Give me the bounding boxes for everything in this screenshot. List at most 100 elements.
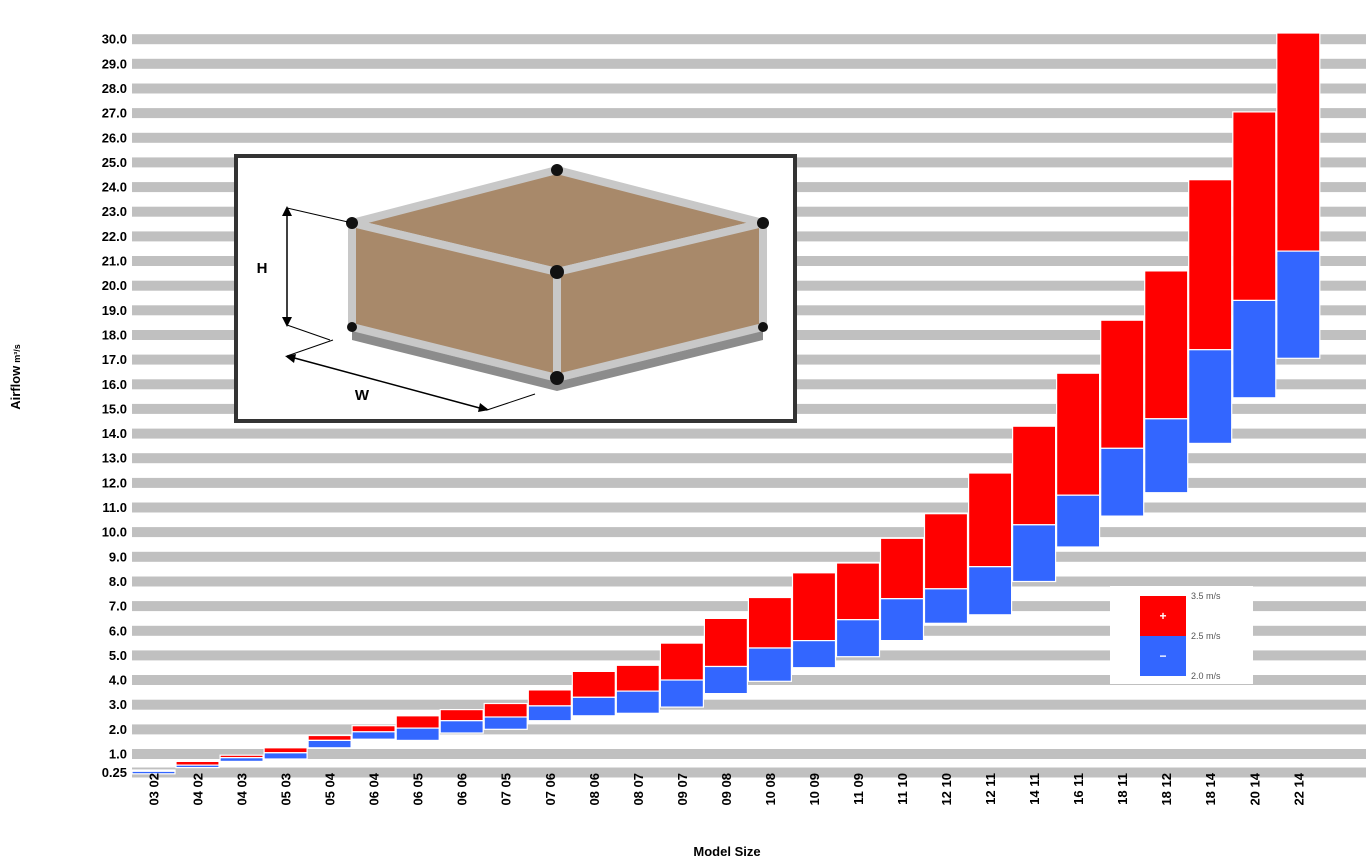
x-tick-label: 10 08: [763, 773, 778, 806]
grid-band: [132, 428, 1366, 439]
legend-swatch-lower: [1140, 636, 1186, 676]
y-tick-label: 21.0: [102, 254, 127, 269]
bar-upper-segment: [307, 734, 352, 742]
x-tick-label: 06 06: [455, 773, 470, 806]
bar-lower-segment: [483, 716, 528, 730]
bar-upper-segment: [747, 596, 793, 649]
grid-band: [132, 749, 1366, 759]
y-tick-label: 30.0: [102, 32, 127, 47]
corner-cap: [757, 217, 769, 229]
y-tick-label: 3.0: [109, 697, 127, 712]
grid-band: [132, 34, 1366, 45]
bar-upper-segment: [923, 513, 969, 590]
legend-label-bottom: 2.0 m/s: [1191, 671, 1221, 681]
legend-plus-symbol: +: [1159, 609, 1166, 623]
y-tick-label: 6.0: [109, 623, 127, 638]
bar-lower-segment: [1011, 524, 1057, 583]
y-tick-label: 26.0: [102, 130, 127, 145]
y-tick-label: 15.0: [102, 401, 127, 416]
bar-upper-segment: [967, 472, 1013, 568]
bar-lower-segment: [879, 598, 925, 642]
y-tick-label: 11.0: [102, 500, 127, 515]
grid-band: [132, 724, 1366, 735]
bar-upper-segment: [703, 617, 749, 668]
bar-upper-segment: [395, 715, 440, 729]
x-tick-label: 05 04: [323, 772, 338, 805]
y-tick-label: 0.25: [102, 765, 127, 780]
svg-text:Airflowm³/s: Airflow m³/s: [8, 344, 23, 410]
bar-upper-segment: [1232, 111, 1277, 302]
bar-upper-segment: [1011, 425, 1057, 526]
y-axis-title-main: Airflow: [8, 365, 23, 410]
corner-cap: [347, 322, 357, 332]
y-tick-label: 27.0: [102, 106, 127, 121]
y-tick-label: 29.0: [102, 56, 127, 71]
x-tick-label: 16 11: [1071, 773, 1086, 805]
bar-upper-segment: [1144, 270, 1189, 420]
y-tick-label: 8.0: [109, 574, 127, 589]
grid-band: [132, 58, 1366, 69]
corner-cap: [551, 164, 563, 176]
bar-upper-segment: [879, 537, 925, 600]
x-tick-label: 11 10: [895, 773, 910, 805]
y-tick-label: 1.0: [109, 747, 127, 762]
extension-line: [286, 339, 334, 357]
x-tick-label: 18 12: [1159, 773, 1174, 806]
bar-lower-segment: [791, 639, 837, 669]
bar-lower-segment: [747, 647, 793, 682]
y-tick-label: 5.0: [109, 648, 127, 663]
x-tick-label: 10 09: [807, 773, 822, 806]
extension-line: [286, 324, 331, 341]
x-tick-label: 07 05: [499, 773, 514, 806]
x-tick-label: 12 11: [983, 773, 998, 805]
bar-lower-segment: [659, 679, 705, 708]
y-tick-label: 12.0: [102, 475, 127, 490]
y-axis-title-unit: m³/s: [12, 344, 22, 363]
bar-lower-segment: [615, 690, 660, 714]
x-tick-label: 07 06: [543, 773, 558, 806]
bar-upper-segment: [1100, 319, 1145, 450]
x-axis-title: Model Size: [693, 844, 760, 859]
y-tick-label: 10.0: [102, 525, 127, 540]
x-tick-label: 09 08: [719, 773, 734, 806]
bar-upper-segment: [1055, 372, 1101, 496]
bar-upper-segment: [791, 572, 837, 642]
bar-lower-segment: [1188, 349, 1233, 445]
legend-minus-symbol: −: [1159, 649, 1166, 663]
legend-label-top: 3.5 m/s: [1191, 591, 1221, 601]
bar-upper-segment: [835, 562, 881, 621]
bar-lower-segment: [395, 727, 440, 741]
bar-lower-segment: [1232, 299, 1277, 399]
y-tick-label: 19.0: [102, 303, 127, 318]
arrow-head: [282, 206, 292, 216]
bar-upper-segment: [659, 642, 705, 681]
y-tick-labels: 0.25 1.0 2.0 3.0 4.0 5.0 6.0 7.0 8.0 9.0 10.0 11.0 1…: [102, 32, 127, 780]
bar-lower-segment: [439, 720, 484, 734]
bars: [131, 32, 1321, 775]
arrow-head: [282, 317, 292, 327]
bar-upper-segment: [1276, 32, 1321, 252]
y-tick-label: 23.0: [102, 204, 127, 219]
bar-upper-segment: [483, 702, 528, 718]
bar-lower-segment: [703, 665, 749, 695]
bar-upper-segment: [1188, 179, 1233, 351]
bar-lower-segment: [1276, 250, 1321, 359]
x-tick-label: 04 02: [191, 773, 206, 806]
x-tick-label: 11 09: [851, 773, 866, 805]
grid-band: [132, 576, 1366, 587]
bar-lower-segment: [1100, 447, 1145, 517]
x-tick-label: 04 03: [235, 773, 250, 806]
x-tick-label: 22 14: [1291, 772, 1306, 805]
y-tick-label: 16.0: [102, 377, 127, 392]
x-tick-label: 18 14: [1203, 772, 1218, 805]
x-tick-label: 09 07: [675, 773, 690, 806]
x-tick-label: 12 10: [939, 773, 954, 806]
bar-lower-segment: [307, 739, 352, 749]
corner-cap: [758, 322, 768, 332]
y-tick-label: 25.0: [102, 155, 127, 170]
legend-label-mid: 2.5 m/s: [1191, 631, 1221, 641]
y-tick-label: 22.0: [102, 229, 127, 244]
bar-lower-segment: [351, 731, 396, 740]
bar-upper-segment: [351, 725, 396, 733]
